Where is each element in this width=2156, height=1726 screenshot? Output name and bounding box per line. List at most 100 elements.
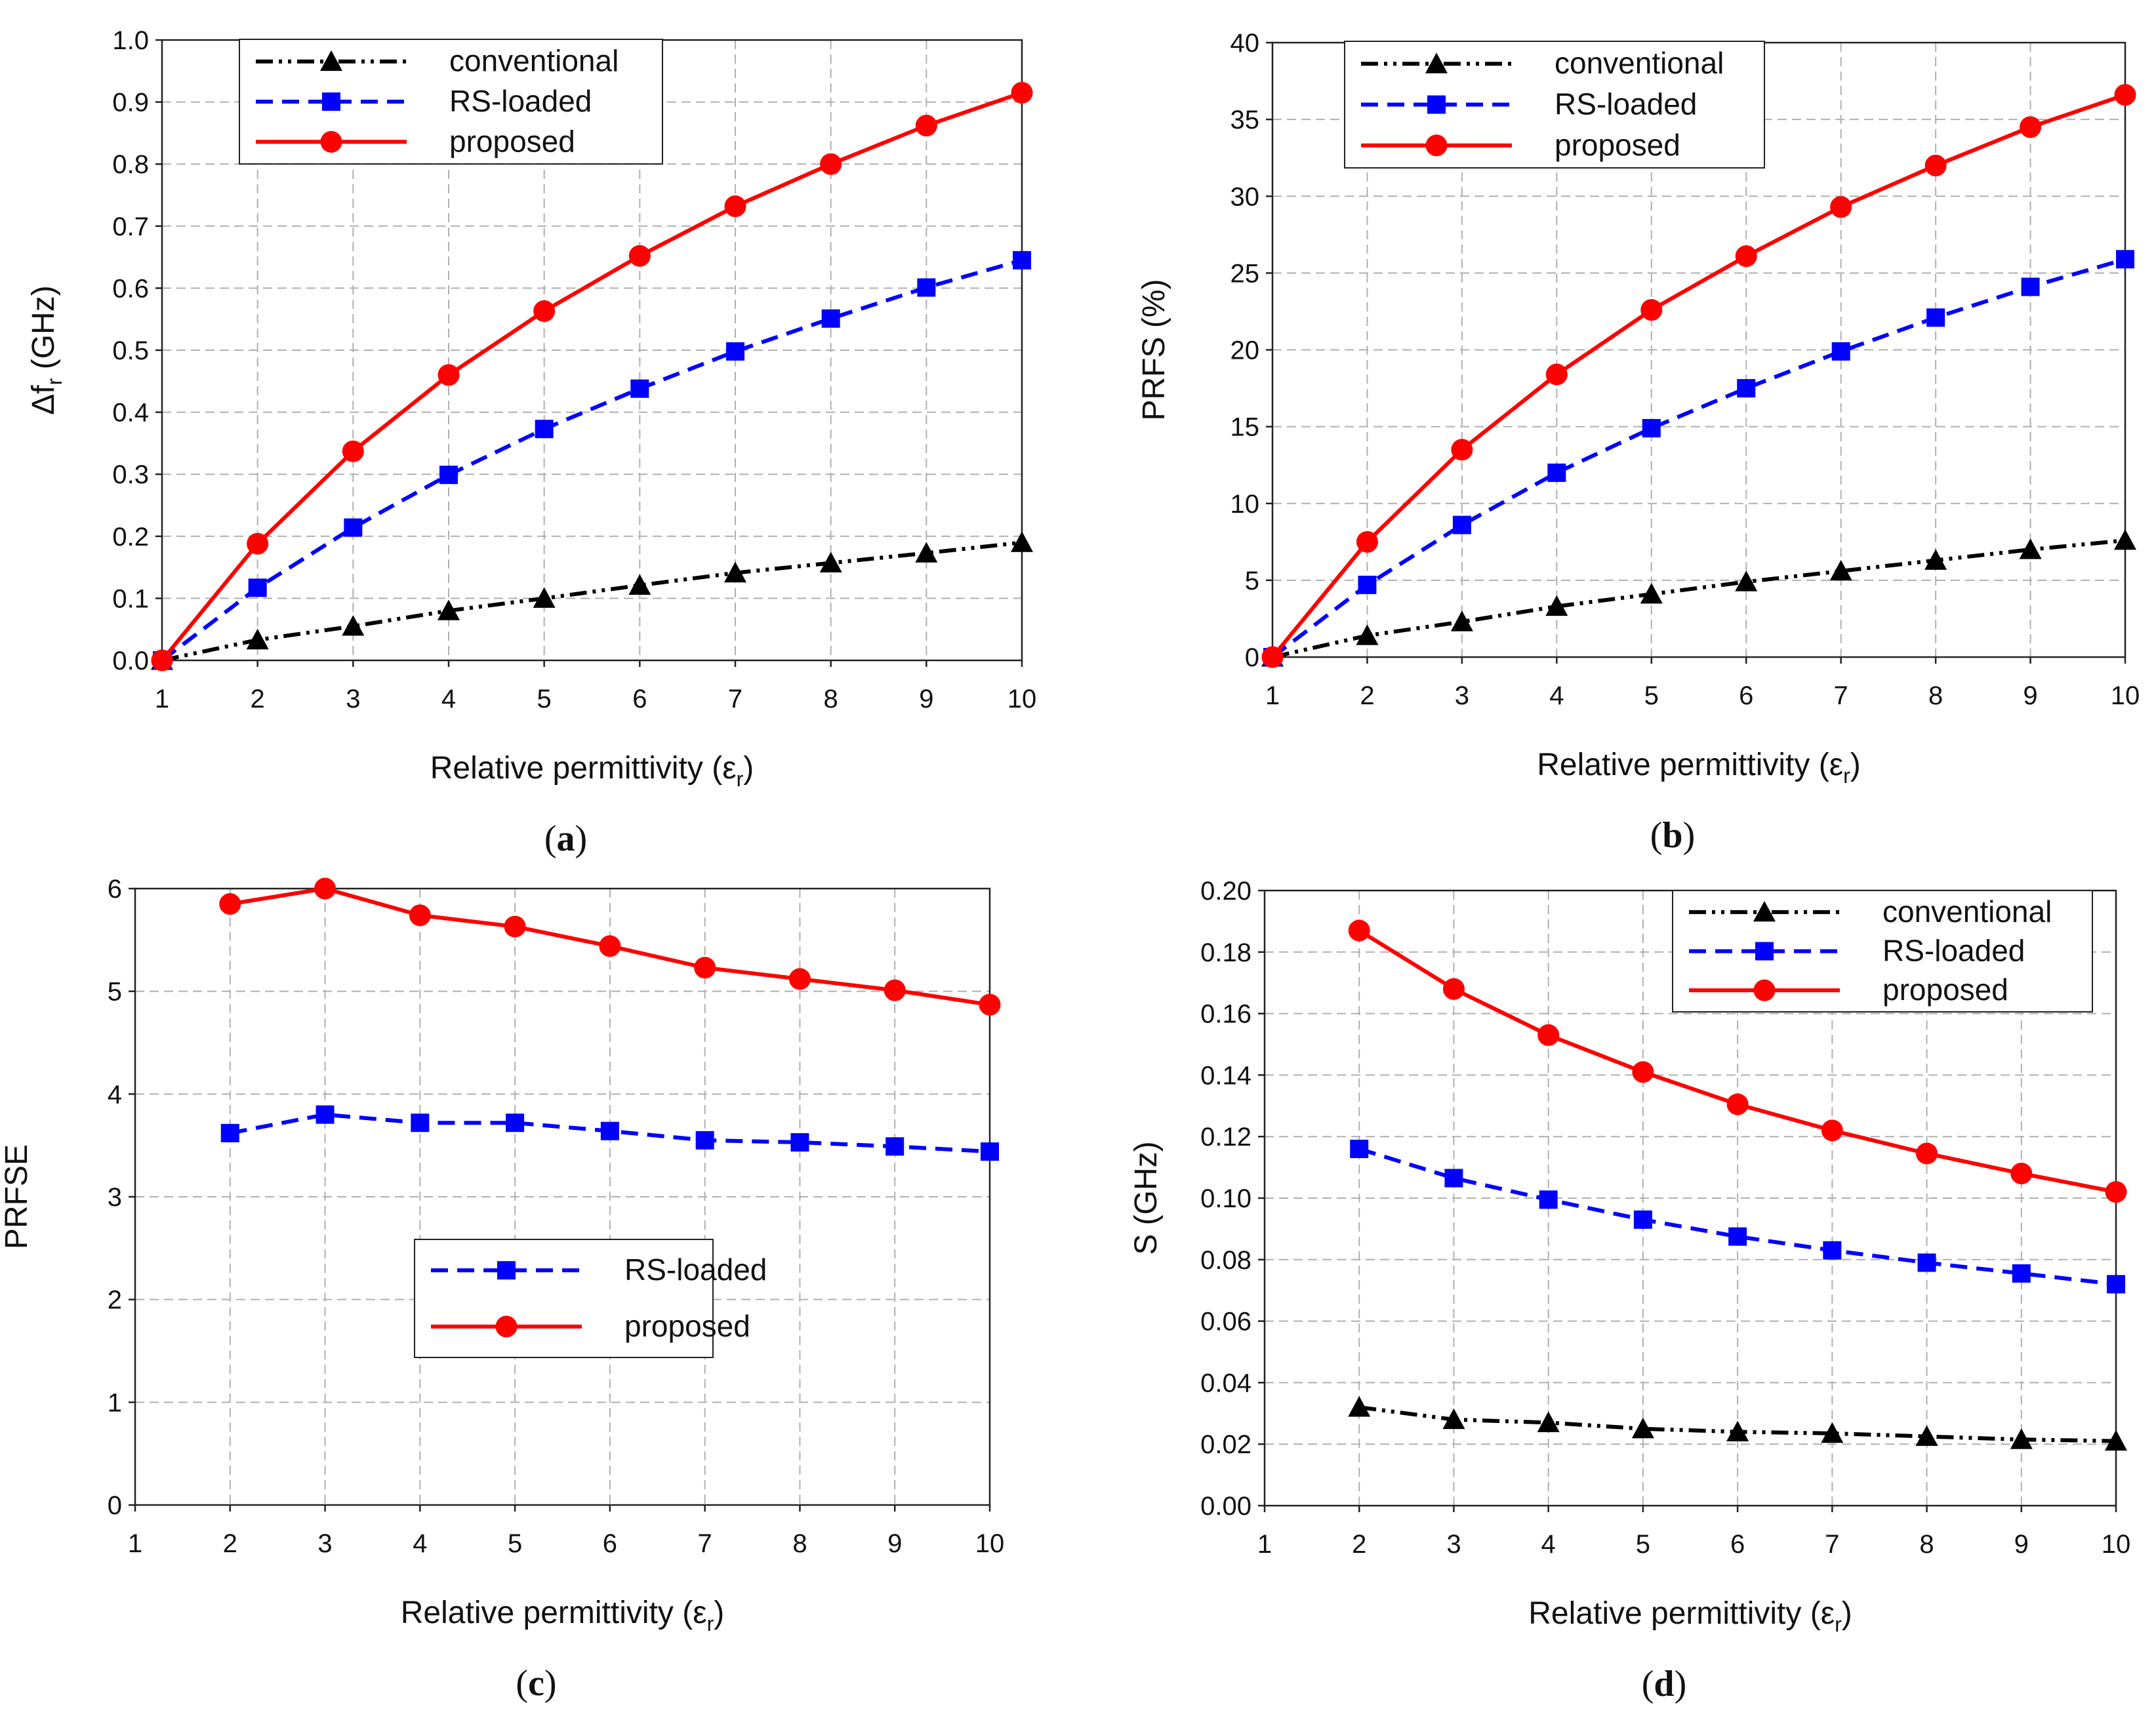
series-rs_loaded [220,1105,999,1161]
x-tick-label: 5 [537,685,552,713]
data-point-proposed [628,245,651,267]
panel-label-letter: a [557,818,575,859]
x-tick-label: 9 [2014,1530,2029,1559]
data-point-proposed [1924,154,1947,176]
data-point-rs_loaded [1444,1169,1463,1188]
data-point-rs_loaded [726,342,744,361]
x-tick-label: 3 [1455,681,1469,710]
legend-marker-proposed [320,130,342,153]
legend-label-rs_loaded: RS-loaded [624,1253,767,1287]
y-tick-label: 5 [108,978,122,1007]
data-point-proposed [247,532,269,555]
panel-label-close: ) [575,818,588,859]
data-point-proposed [1348,919,1370,942]
panel-label-close: ) [544,1663,557,1704]
data-point-conventional [1726,1420,1749,1441]
data-point-proposed [2114,84,2136,106]
legend: conventional RS-loaded proposed [1344,41,1765,169]
panel-label-letter: b [1662,815,1682,856]
legend-marker-proposed [1753,979,1776,1001]
y-tick-label: 5 [1245,567,1259,595]
data-point-proposed [1545,363,1568,386]
legend-marker-rs_loaded [497,1261,516,1280]
y-axis-title-text: S (GHz) [1129,1141,1164,1254]
data-point-rs_loaded [411,1114,430,1133]
data-point-proposed [2020,116,2042,138]
x-tick-label: 2 [1360,681,1374,710]
panel-label: (a) [544,818,587,859]
data-point-conventional [2105,1430,2127,1451]
data-point-rs_loaded [630,379,649,398]
data-point-rs_loaded [1350,1139,1369,1158]
data-point-proposed [1821,1119,1843,1142]
x-tick-label: 2 [223,1529,237,1558]
y-tick-label: 0.6 [112,274,149,303]
data-point-conventional [1640,582,1663,604]
data-point-rs_loaded [2021,277,2040,296]
data-point-rs_loaded [1737,379,1756,398]
data-point-proposed [1261,646,1284,668]
y-axis-title-suffix: (GHz) [26,285,61,378]
x-tick-label: 9 [919,685,933,713]
legend-marker-proposed [1425,134,1448,157]
panel-label: (d) [1642,1664,1686,1704]
data-point-conventional [724,561,746,583]
data-point-rs_loaded [248,578,267,597]
y-tick-label: 0 [1245,643,1259,672]
data-point-proposed [1640,299,1663,321]
y-axis-title: PRFSE [0,1144,34,1249]
data-point-conventional [1011,531,1033,552]
panel-label-open: ( [516,1663,528,1704]
y-axis-title-sub: r [43,378,66,385]
x-tick-label: 7 [698,1529,712,1558]
legend-marker-conventional [1425,52,1448,73]
y-tick-label: 0.4 [112,399,149,428]
x-tick-label: 1 [1265,681,1280,710]
data-point-conventional [819,552,842,572]
series-line-rs_loaded [1358,1147,2117,1287]
x-tick-label: 6 [632,685,647,713]
series-proposed [1261,84,2136,668]
data-point-proposed [979,993,1001,1016]
data-point-rs_loaded [600,1121,619,1140]
x-tick-label: 1 [1257,1530,1272,1559]
y-tick-label: 3 [108,1183,122,1212]
y-tick-label: 0.08 [1200,1246,1251,1275]
data-point-rs_loaded [2107,1275,2125,1294]
legend-marker-rs_loaded [1755,942,1774,961]
legend: conventional RS-loaded proposed [239,39,663,165]
data-point-proposed [409,904,431,927]
data-point-proposed [915,115,937,137]
x-tick-label: 9 [2023,681,2037,710]
data-point-conventional [246,628,269,650]
panel-label-close: ) [1683,815,1696,856]
data-point-proposed [1356,531,1378,553]
x-tick-label: 10 [1007,685,1037,713]
series-rs_loaded [153,251,1031,670]
y-axis-title-text: Δf [26,385,61,415]
data-point-proposed [1442,978,1465,1000]
data-point-conventional [915,542,938,563]
data-point-conventional [1915,1425,1938,1446]
series-proposed [1348,919,2127,1203]
data-point-conventional [1537,1411,1560,1432]
y-tick-label: 0.2 [112,523,149,552]
x-tick-label: 6 [1730,1530,1745,1559]
data-point-proposed [533,300,556,322]
legend-marker-proposed [495,1315,518,1338]
x-tick-label: 4 [413,1529,427,1558]
x-axis-title-close: ) [743,751,754,786]
legend-label-conventional: conventional [449,44,619,78]
y-tick-label: 15 [1231,413,1260,442]
data-point-conventional [1442,1408,1465,1430]
data-point-rs_loaded [1547,463,1566,482]
data-point-conventional [533,587,556,608]
legend: conventional RS-loaded proposed [1672,890,2093,1013]
data-point-rs_loaded [1633,1210,1652,1229]
panel-label-letter: c [528,1663,544,1704]
x-tick-label: 7 [1825,1530,1839,1559]
x-tick-label: 5 [1636,1530,1650,1559]
data-point-proposed [1011,81,1033,104]
y-tick-label: 6 [108,875,122,904]
